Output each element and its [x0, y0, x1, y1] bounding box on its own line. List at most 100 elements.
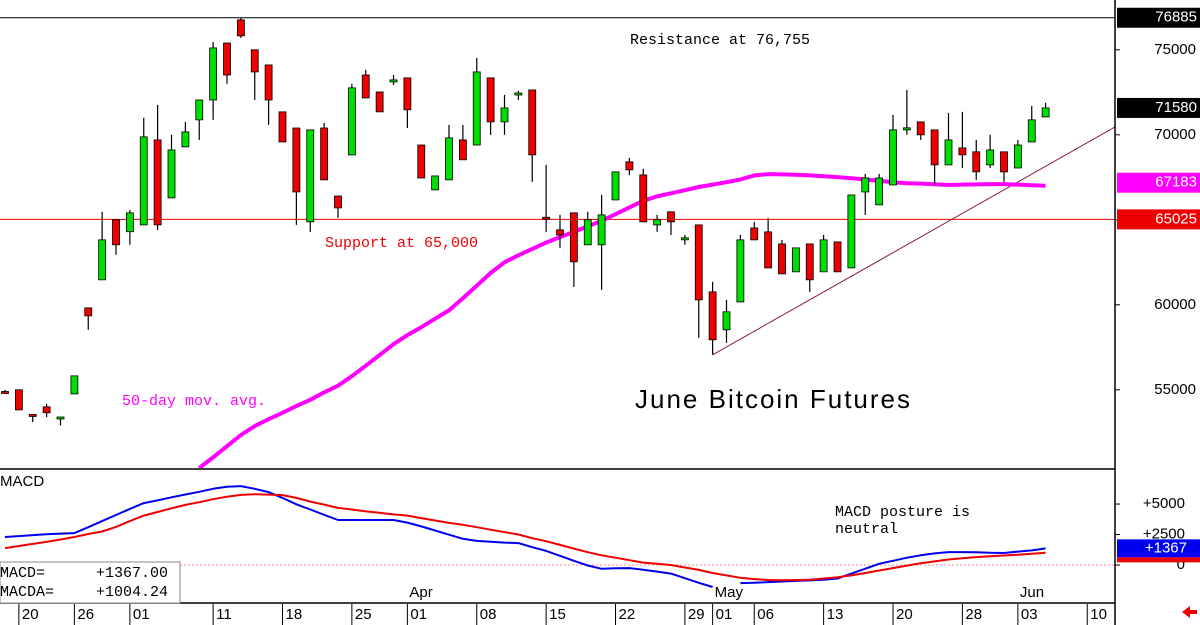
macd-note: neutral — [835, 521, 898, 538]
candle-body — [764, 231, 773, 269]
candle-body — [986, 149, 995, 166]
moving-average — [198, 172, 1046, 468]
candle-body — [1041, 107, 1050, 118]
price-marker-label: 65025 — [1155, 210, 1197, 227]
candle-body — [1013, 144, 1022, 169]
candle-body — [625, 161, 634, 171]
readout-label: MACDA= — [0, 584, 54, 601]
readout-value: +1367.00 — [96, 565, 168, 582]
candle-body — [375, 91, 384, 113]
readout-label: MACD= — [0, 565, 45, 582]
candle-body — [28, 414, 37, 417]
chart-title: June Bitcoin Futures — [635, 384, 912, 414]
candle-body — [875, 177, 884, 206]
candle-body — [736, 239, 745, 303]
candle-body — [98, 239, 107, 281]
candle-body — [445, 137, 453, 181]
candle-body — [778, 243, 786, 275]
candle-body — [361, 74, 370, 99]
price-marker-label: 67183 — [1155, 174, 1197, 191]
candle-body — [389, 79, 398, 83]
macd-panel — [0, 485, 1115, 588]
candle-body — [347, 87, 356, 156]
candle-body — [958, 147, 967, 156]
candle-body — [722, 311, 731, 331]
ma-annotation: 50-day mov. avg. — [122, 393, 266, 410]
candle-body — [791, 247, 800, 273]
candle-body — [139, 136, 148, 226]
scroll-arrow[interactable] — [1182, 606, 1197, 618]
candle-body — [42, 406, 51, 414]
x-tick-label: 15 — [549, 606, 566, 623]
candle-body — [708, 291, 717, 341]
candle-body — [181, 131, 190, 148]
candle-body — [167, 149, 176, 199]
candle-body — [320, 127, 329, 181]
candle-body — [680, 237, 689, 241]
x-tick-label: 01 — [716, 606, 733, 623]
candle-body — [972, 151, 981, 173]
trendline — [712, 126, 1115, 356]
candle-body — [889, 129, 897, 186]
candle-body — [902, 127, 911, 131]
readout-value: +1004.24 — [96, 584, 168, 601]
candle-body — [667, 211, 675, 223]
candle-body — [916, 121, 925, 136]
candle-body — [653, 219, 662, 226]
candle-body — [1, 391, 9, 394]
overlay: 5500060000650007000075000768857158067183… — [18, 7, 1200, 625]
x-tick-label: 20 — [22, 606, 39, 623]
candle-body — [930, 129, 939, 166]
candle-body — [417, 144, 426, 179]
candle-body — [556, 229, 564, 236]
candle-body — [486, 77, 495, 123]
x-tick-label: 13 — [827, 606, 844, 623]
macd-line — [4, 485, 1046, 588]
resistance-annotation: Resistance at 76,755 — [630, 32, 810, 49]
x-tick-label: 29 — [688, 606, 705, 623]
candle-body — [403, 77, 412, 111]
candle-body — [334, 195, 342, 209]
candle-body — [112, 219, 120, 246]
macd-marker — [1117, 539, 1200, 558]
candle-body — [472, 71, 481, 146]
price-marker — [1117, 209, 1200, 230]
candle-body — [84, 307, 93, 317]
candle-body — [70, 375, 79, 395]
candle-body — [639, 174, 648, 223]
signal-marker — [1117, 557, 1200, 563]
support-annotation: Support at 65,000 — [325, 235, 478, 252]
macd-note: MACD posture is — [835, 504, 970, 521]
y-tick-label: 70000 — [1154, 126, 1196, 143]
x-tick-label: 01 — [133, 606, 150, 623]
month-label: May — [715, 584, 744, 601]
candle-body — [56, 416, 65, 420]
candle-body — [278, 111, 287, 143]
candle-body — [861, 177, 870, 193]
month-label: Jun — [1020, 584, 1044, 601]
candle-body — [306, 129, 315, 223]
candle-body — [750, 227, 759, 241]
y-tick-label: +5000 — [1143, 495, 1185, 512]
x-tick-label: 20 — [896, 606, 913, 623]
candle-body — [597, 214, 606, 246]
candle-body — [847, 194, 856, 269]
y-tick-label: 75000 — [1154, 41, 1196, 58]
x-tick-label: 22 — [619, 606, 636, 623]
x-tick-label: 25 — [355, 606, 372, 623]
price-marker — [1117, 7, 1200, 28]
candle-body — [292, 127, 301, 193]
candle-body — [195, 99, 204, 121]
price-marker — [1117, 172, 1200, 193]
candle-body — [1027, 119, 1036, 143]
macd-title: MACD — [0, 473, 44, 490]
candle-body — [514, 92, 523, 96]
x-tick-label: 06 — [757, 606, 774, 623]
x-tick-label: 10 — [1090, 606, 1107, 623]
x-tick-label: 18 — [286, 606, 303, 623]
macd-marker-label: +1367 — [1145, 539, 1187, 556]
candle-body — [944, 139, 953, 166]
